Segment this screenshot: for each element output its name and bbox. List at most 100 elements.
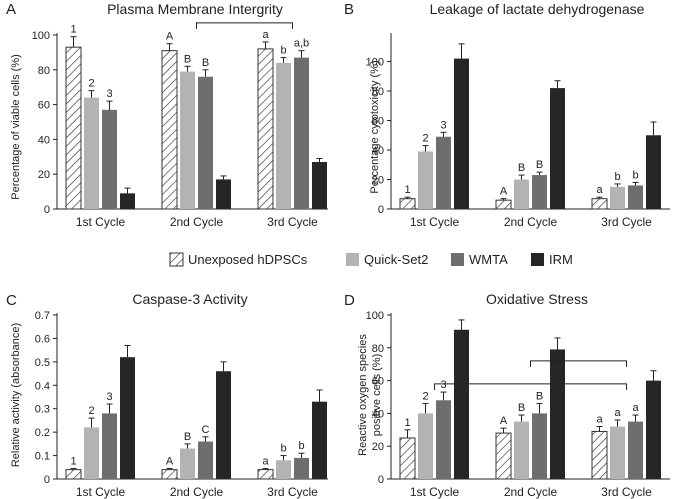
panel-a-significance-label: a bbox=[262, 29, 269, 41]
legend-label-unexposed: Unexposed hDPSCs bbox=[188, 252, 308, 267]
panel-d-significance-label: A bbox=[500, 415, 508, 427]
panel-c-title: Caspase-3 Activity bbox=[132, 291, 247, 307]
panel-c-bar-unexposed bbox=[65, 469, 82, 480]
panel-a-bar-unexposed bbox=[257, 48, 274, 210]
panel-d-significance-label: 3 bbox=[440, 379, 446, 391]
panel-d-x-tick-label: 1st Cycle bbox=[410, 485, 460, 499]
panel-b-ylabel: Percentage cytotoxicity (%) bbox=[369, 60, 381, 193]
panel-d-bar-irm bbox=[454, 329, 469, 479]
panel-letter-d: D bbox=[344, 292, 355, 309]
panel-d-significance-label: 1 bbox=[404, 417, 410, 429]
panel-c-x-tick-label: 3rd Cycle bbox=[267, 485, 318, 499]
panel-c-significance-label: A bbox=[166, 455, 174, 467]
panel-a-bar-quickset2 bbox=[84, 97, 99, 209]
panel-d-significance-label: a bbox=[596, 414, 603, 426]
panel-a-y-tick-label: 20 bbox=[38, 169, 50, 181]
panel-d-bar-irm bbox=[550, 349, 565, 479]
panel-a-y-tick-label: 40 bbox=[38, 134, 50, 146]
panel-c-bar-irm bbox=[312, 401, 327, 479]
panel-a-significance-bracket bbox=[196, 22, 293, 29]
panel-a-bar-irm bbox=[312, 162, 327, 209]
panel-b-significance-label: b bbox=[632, 169, 638, 181]
panel-c-bar-irm bbox=[120, 357, 135, 479]
panel-d-bar-irm bbox=[646, 380, 661, 479]
panel-c-significance-label: 3 bbox=[106, 391, 112, 403]
panel-a-bar-irm bbox=[216, 179, 231, 209]
panel-a-x-tick-label: 2nd Cycle bbox=[170, 215, 224, 229]
panel-letter-c: C bbox=[6, 292, 17, 309]
panel-b-x-tick-label: 1st Cycle bbox=[410, 215, 460, 229]
panel-d-bar-wmta bbox=[628, 421, 643, 479]
panel-d-y-tick-label: 40 bbox=[372, 408, 384, 420]
panel-d-y-tick-label: 60 bbox=[372, 376, 384, 388]
panel-b-y-tick-label: 0 bbox=[378, 204, 384, 216]
panel-b-bar-quickset2 bbox=[514, 179, 529, 209]
panel-c-significance-label: 1 bbox=[70, 455, 76, 467]
panel-b-significance-label: 1 bbox=[404, 184, 410, 196]
panel-d-significance-label: a bbox=[614, 407, 621, 419]
panel-c-significance-label: 2 bbox=[88, 405, 94, 417]
panel-c-significance-label: a bbox=[262, 455, 269, 467]
panel-a-significance-label: 1 bbox=[70, 24, 76, 36]
panel-b-y-tick-label: 20 bbox=[372, 175, 384, 187]
panel-c-x-tick-label: 1st Cycle bbox=[76, 485, 126, 499]
panel-b-y-tick-label: 60 bbox=[372, 116, 384, 128]
panel-a-significance-label: B bbox=[202, 57, 209, 69]
panel-c-bar-wmta bbox=[198, 441, 213, 479]
legend-swatch-quickset2 bbox=[346, 253, 359, 266]
panel-a-bar-wmta bbox=[294, 57, 309, 210]
legend-label-irm: IRM bbox=[549, 252, 573, 267]
panel-d-y-tick-label: 0 bbox=[378, 474, 384, 486]
panel-b-bar-irm bbox=[454, 58, 469, 210]
panel-c-y-tick-label: 0.2 bbox=[35, 427, 50, 439]
panel-d-significance-bracket bbox=[530, 360, 627, 367]
panel-d-x-tick-label: 2nd Cycle bbox=[504, 485, 558, 499]
panel-b-significance-label: 3 bbox=[440, 119, 446, 131]
panel-b-bar-wmta bbox=[532, 175, 547, 209]
legend: Unexposed hDPSCs Quick-Set2 WMTA IRM bbox=[169, 252, 573, 267]
panel-b-bar-wmta bbox=[628, 185, 643, 209]
panel-a-ylabel: Percentage of viable cells (%) bbox=[10, 54, 22, 200]
legend-swatch-wmta bbox=[451, 253, 464, 266]
panel-d-bar-unexposed bbox=[495, 432, 512, 480]
panel-a-significance-label: 2 bbox=[88, 78, 94, 90]
panel-d-x-tick-label: 3rd Cycle bbox=[601, 485, 652, 499]
panel-a-bar-unexposed bbox=[65, 46, 82, 210]
panel-b-y-tick-label: 40 bbox=[372, 145, 384, 157]
panel-b-bar-unexposed bbox=[591, 198, 608, 210]
panel-a-significance-label: b bbox=[280, 45, 286, 57]
panel-c-ylabel: Relative activity (absorbance) bbox=[10, 323, 22, 467]
legend-swatch-irm bbox=[531, 253, 544, 266]
panel-c-bar-irm bbox=[216, 371, 231, 479]
panel-b-significance-label: b bbox=[614, 171, 620, 183]
panel-d-bar-wmta bbox=[532, 413, 547, 479]
panel-b-bar-wmta bbox=[436, 136, 451, 209]
panel-c-bar-unexposed bbox=[161, 469, 178, 480]
panel-c-plot: 0 0.1 0.2 0.3 0.4 0.5 0.6 0.7 1 23 1st Cycle ABC 2nd… bbox=[35, 310, 328, 499]
panel-c-y-tick-label: 0.7 bbox=[35, 310, 50, 322]
panel-a-bar-quickset2 bbox=[180, 71, 195, 209]
panel-c-significance-label: b bbox=[298, 440, 304, 452]
panel-d-y-tick-label: 80 bbox=[372, 343, 384, 355]
panel-a-significance-label: 3 bbox=[106, 88, 112, 100]
panel-a-y-tick-label: 80 bbox=[38, 65, 50, 77]
panel-c-significance-label: C bbox=[202, 424, 210, 436]
panel-a-bar-irm bbox=[120, 193, 135, 209]
panel-d-y-tick-label: 100 bbox=[366, 310, 384, 322]
panel-c-significance-label: B bbox=[184, 431, 191, 443]
panel-d-significance-label: a bbox=[632, 402, 639, 414]
panel-b-bar-irm bbox=[550, 88, 565, 209]
panel-d-bar-quickset2 bbox=[514, 421, 529, 479]
legend-swatch-unexposed bbox=[169, 252, 184, 267]
panel-d-ylabel-line2: positive cells (%) bbox=[371, 354, 383, 437]
panel-d-bar-quickset2 bbox=[418, 413, 433, 479]
panel-a-bar-wmta bbox=[198, 76, 213, 209]
panel-c-bar-unexposed bbox=[257, 469, 274, 480]
panel-c-y-tick-label: 0.6 bbox=[35, 333, 50, 345]
panel-b-x-tick-label: 3rd Cycle bbox=[601, 215, 652, 229]
panel-b-y-tick-label: 80 bbox=[372, 86, 384, 98]
panel-b-y-tick-label: 100 bbox=[366, 57, 384, 69]
